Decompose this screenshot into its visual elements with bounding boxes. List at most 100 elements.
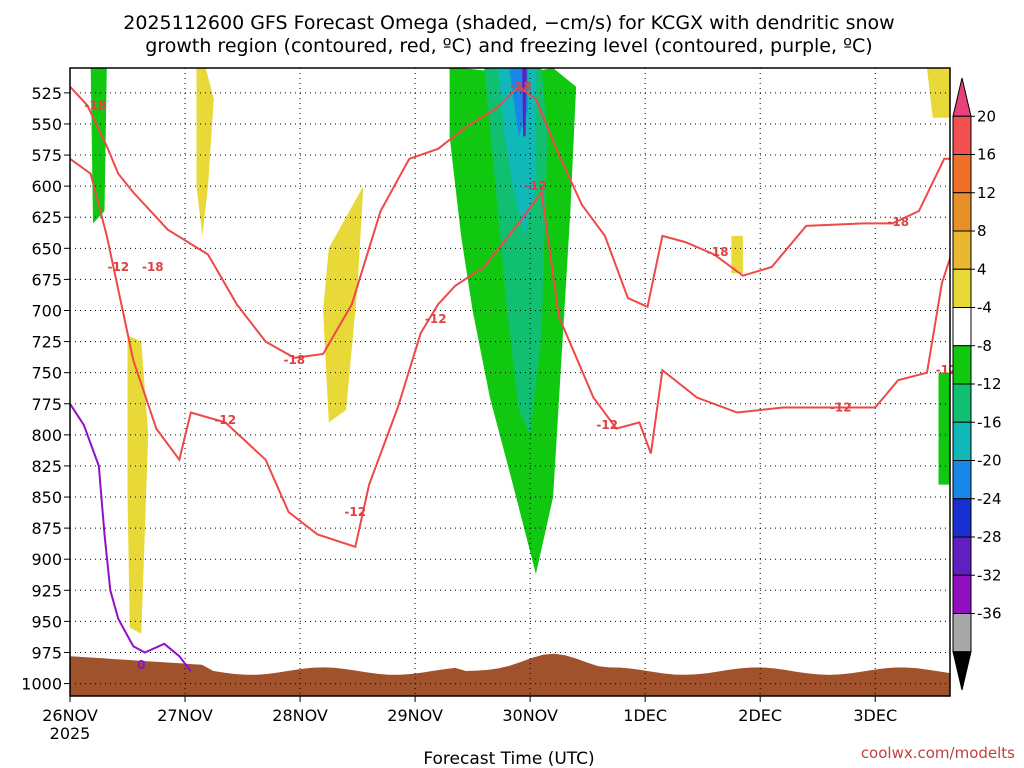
colorbar-swatch: [952, 307, 972, 347]
colorbar-swatch: [952, 613, 972, 653]
colorbar-tick-label: 4: [977, 260, 987, 278]
y-axis-ticks: 525 550 575 600 625 650 675 700 725 750 775 800 825 8…: [21, 84, 70, 694]
omega-shading: [90, 68, 950, 634]
y-tick-label: 900: [31, 550, 62, 569]
plot-frame: [69, 67, 951, 697]
shading-region: [323, 186, 364, 423]
contour-label: -18: [84, 98, 106, 112]
grid-lines: [69, 68, 950, 696]
terrain-fill: [70, 653, 950, 696]
y-tick-label: 875: [31, 519, 62, 538]
colorbar-tick-label: 8: [977, 222, 987, 240]
colorbar-tick-label: 16: [977, 146, 996, 164]
colorbar-tick-label: -4: [977, 299, 992, 317]
colorbar-swatch: [952, 345, 972, 385]
y-tick-label: 575: [31, 146, 62, 165]
colorbar-tick-label: -36: [977, 605, 1002, 623]
shading-region: [938, 372, 950, 485]
shading-region: [522, 68, 527, 137]
colorbar-arrow-top: [952, 77, 972, 117]
colorbar-tick-label: -24: [977, 490, 1002, 508]
x-tick-label: 3DEC: [853, 706, 897, 725]
y-tick-label: 600: [31, 177, 62, 196]
colorbar-swatch: [952, 421, 972, 461]
y-tick-label: 525: [31, 84, 62, 103]
y-tick-label: 925: [31, 581, 62, 600]
contour-label: -12: [344, 505, 366, 519]
contour-line--18: [70, 85, 950, 359]
contour-labels: -18-12 -18-18-12-12-12-18-12-12-18-12-12-…: [84, 80, 957, 672]
contour-label: -18: [142, 260, 164, 274]
contour-label: -12: [425, 312, 447, 326]
y-tick-label: 825: [31, 457, 62, 476]
y-tick-label: 650: [31, 239, 62, 258]
terrain-area: [70, 653, 950, 696]
x-tick-label: 27NOV: [157, 706, 213, 725]
shading-region: [196, 68, 214, 236]
colorbar-swatch: [952, 230, 972, 270]
x-axis-label: Forecast Time (UTC): [423, 749, 594, 768]
y-tick-label: 850: [31, 488, 62, 507]
shading-region: [731, 235, 743, 274]
x-tick-label: 2DEC: [738, 706, 782, 725]
contour-label: -12: [596, 418, 618, 432]
colorbar: 20 16 12 8 4 -4 -8 -12 -16 -20 -24 -28 -32 -36: [952, 77, 1002, 691]
contour-lines: [70, 85, 950, 672]
colorbar-swatch: [952, 460, 972, 500]
chart-title-line-1: 2025112600 GFS Forecast Omega (shaded, −…: [123, 12, 894, 34]
contour-label: -12: [525, 179, 547, 193]
contour-line-0: [70, 403, 192, 672]
colorbar-swatch: [952, 268, 972, 308]
y-tick-label: 950: [31, 612, 62, 631]
colorbar-swatch: [952, 383, 972, 423]
y-tick-label: 675: [31, 270, 62, 289]
shading-region: [127, 335, 149, 634]
y-tick-label: 625: [31, 208, 62, 227]
colorbar-swatch: [952, 154, 972, 194]
x-tick-label: 28NOV: [272, 706, 328, 725]
x-tick-sublabel: 2025: [50, 724, 91, 743]
colorbar-swatch: [952, 498, 972, 538]
x-tick-label: 30NOV: [502, 706, 558, 725]
colorbar-swatch: [952, 115, 972, 155]
y-tick-label: 775: [31, 395, 62, 414]
x-tick-label: 1DEC: [623, 706, 667, 725]
colorbar-tick-label: 20: [977, 107, 996, 125]
colorbar-tick-label: -16: [977, 413, 1002, 431]
contour-line--12: [70, 157, 950, 549]
colorbar-tick-label: -8: [977, 337, 992, 355]
colorbar-tick-label: -12: [977, 375, 1002, 393]
y-tick-label: 550: [31, 115, 62, 134]
credit-text: coolwx.com/modelts: [861, 744, 1015, 762]
shading-region: [927, 68, 950, 118]
x-tick-label: 29NOV: [387, 706, 443, 725]
y-tick-label: 975: [31, 643, 62, 662]
y-tick-label: 750: [31, 364, 62, 383]
contour-label: -18: [283, 353, 305, 367]
colorbar-tick-label: -28: [977, 528, 1002, 546]
chart-title-line-2: growth region (contoured, red, ºC) and f…: [145, 35, 872, 57]
shading-region: [90, 68, 107, 224]
contour-label: -12: [936, 363, 958, 377]
colorbar-tick-label: -32: [977, 566, 1002, 584]
contour-label: -18: [510, 80, 532, 94]
contour-label: -12: [107, 260, 129, 274]
contour-label: 0: [137, 658, 145, 672]
y-tick-label: 725: [31, 333, 62, 352]
x-tick-label: 26NOV: [42, 706, 98, 725]
colorbar-swatch: [952, 192, 972, 232]
contour-label: -18: [707, 245, 729, 259]
colorbar-tick-label: -20: [977, 452, 1002, 470]
contour-label: -12: [830, 400, 852, 414]
contour-label: -18: [887, 215, 909, 229]
colorbar-swatch: [952, 536, 972, 576]
colorbar-tick-label: 12: [977, 184, 996, 202]
y-tick-label: 1000: [21, 675, 62, 694]
y-tick-label: 800: [31, 426, 62, 445]
y-tick-label: 700: [31, 301, 62, 320]
colorbar-arrow-bottom: [952, 651, 972, 691]
contour-label: -12: [214, 413, 236, 427]
colorbar-swatch: [952, 574, 972, 614]
